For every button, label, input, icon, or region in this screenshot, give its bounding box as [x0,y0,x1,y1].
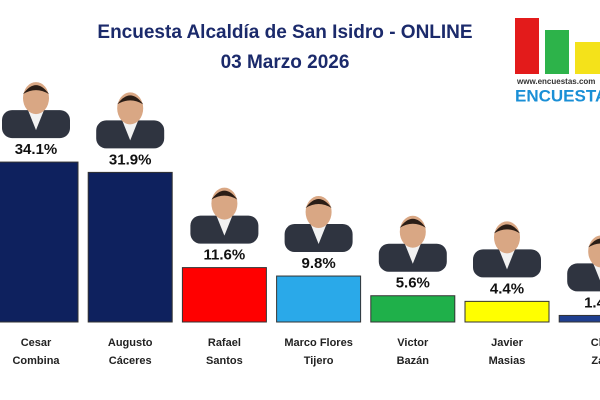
x-tick-label: Marco Flores Tijero [284,337,352,367]
x-tick-line: Bazán [397,355,430,367]
value-label: 5.6% [396,275,430,292]
candidate-photo [2,82,70,139]
photo-shirt [499,249,515,270]
chart-title: Encuesta Alcaldía de San Isidro - ONLINE [97,22,472,43]
candidate-photo [96,92,165,149]
x-tick-line: Zap [591,355,600,367]
photo-shirt [28,110,44,131]
photo-hair [305,199,332,209]
candidate-photo [284,196,353,253]
bar [87,171,173,323]
logo: www.encuestas.com ENCUESTAS [515,18,600,105]
bar [0,161,79,323]
bar [558,314,600,323]
photo-hair [588,238,600,248]
value-label: 4.4% [490,280,524,297]
x-tick-label: Rafael Santos [206,337,243,367]
x-tick-label: Cha Zap [591,337,600,367]
x-tick-label: Javier Masias [489,337,526,367]
photo-hair [494,224,520,234]
logo-bar [575,42,600,74]
x-tick-line: Santos [206,355,243,367]
x-tick-line: Combina [12,355,60,367]
photo-hair [23,85,49,95]
x-tick-line: Victor [397,337,429,349]
logo-bar [515,18,539,74]
x-tick-line: Cha [591,337,600,349]
chart-subtitle: 03 Marzo 2026 [221,52,350,73]
photo-hair [399,218,426,228]
photo-body [567,263,600,292]
x-tick-line: Cáceres [109,355,152,367]
photo-hair [117,95,144,105]
x-tick-line: Rafael [208,337,241,349]
logo-name: ENCUESTAS [515,86,600,105]
candidate-photo [473,221,541,278]
value-label: 34.1% [15,141,58,158]
logo-url: www.encuestas.com [516,77,595,86]
photo-shirt [122,120,139,141]
x-tick-line: Marco Flores [284,337,352,349]
photo-shirt [310,224,327,245]
value-label: 31.9% [109,151,152,168]
logo-bar [545,30,569,74]
value-label: 1.4% [584,294,600,311]
x-tick-line: Augusto [108,337,153,349]
candidate-photo [190,187,259,244]
photo-shirt [216,215,233,236]
bar [370,295,456,323]
x-tick-line: Masias [489,355,526,367]
x-tick-label: Cesar Combina [12,337,60,367]
candidate-photo [567,235,600,292]
photo-shirt [404,243,421,264]
x-tick-label: Victor Bazán [397,337,430,367]
x-tick-label: Augusto Cáceres [108,337,153,367]
value-label: 9.8% [301,255,335,272]
value-label: 11.6% [204,247,246,264]
bar [181,267,267,323]
x-tick-line: Javier [491,337,524,349]
photo-hair [211,190,238,200]
bar [276,275,362,323]
photo-shirt [593,263,600,281]
x-tick-line: Tijero [304,355,334,367]
bar [464,300,550,323]
x-tick-line: Cesar [21,337,52,349]
candidate-photo [378,215,447,272]
